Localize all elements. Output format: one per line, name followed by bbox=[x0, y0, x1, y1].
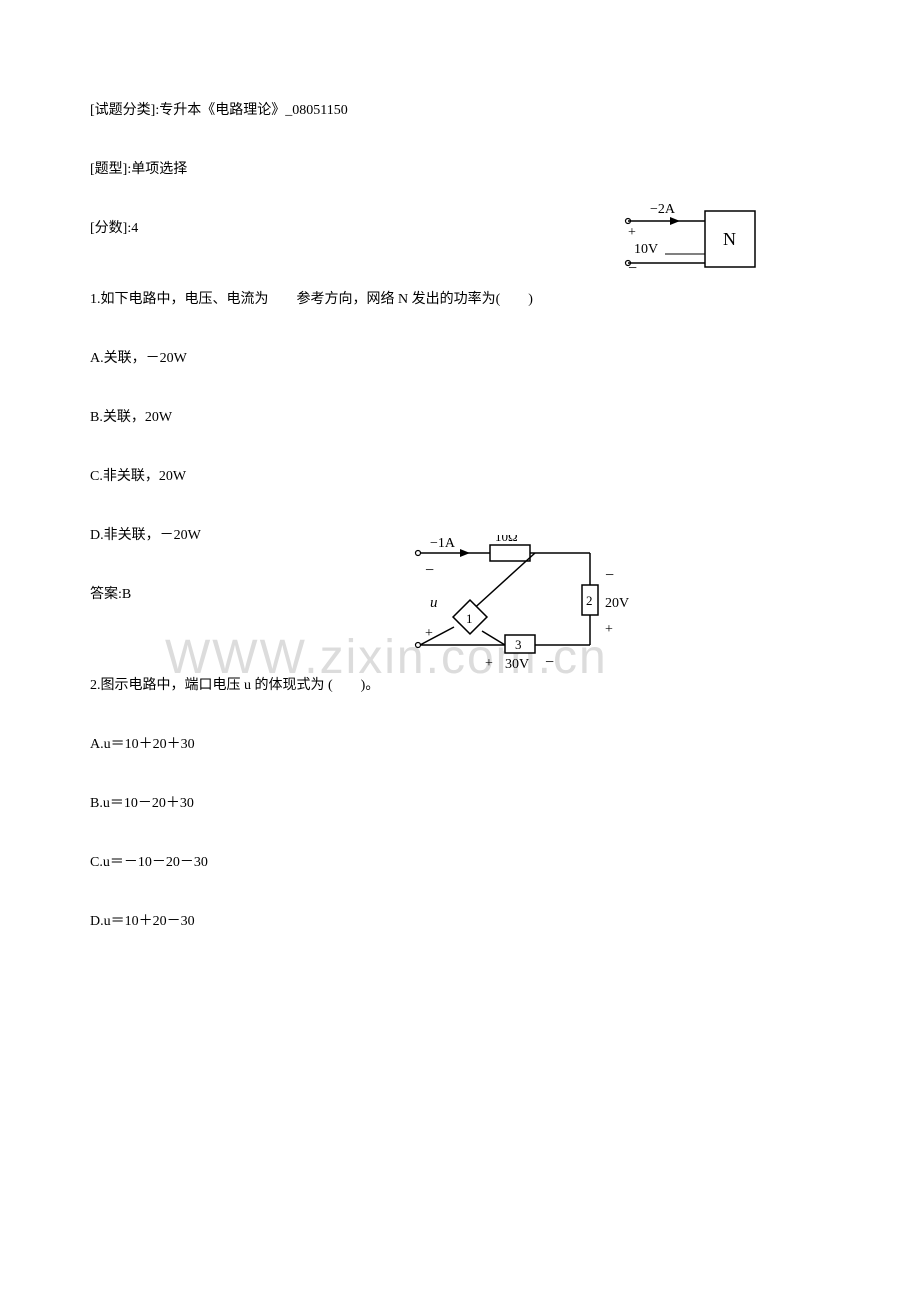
q2-option-c: C.u＝－10－20－30 bbox=[90, 852, 830, 873]
q2-option-d: D.u＝10＋20－30 bbox=[90, 911, 830, 932]
circuit2-box2: 2 bbox=[586, 593, 593, 608]
q2-option-a: A.u＝10＋20＋30 bbox=[90, 734, 830, 755]
circuit2-v20: 20V bbox=[605, 596, 629, 611]
page-content: [试题分类]:专升本《电路理论》_08051150 [题型]:单项选择 [分数]… bbox=[90, 100, 830, 932]
circuit2-current: −1A bbox=[430, 536, 456, 551]
circuit1-voltage: 10V bbox=[634, 242, 658, 257]
q1-stem: 1.如下电路中，电压、电流为 参考方向，网络 N 发出的功率为( ) bbox=[90, 289, 830, 310]
q1-option-c: C.非关联，20W bbox=[90, 466, 830, 487]
circuit2-resistor: 10Ω bbox=[495, 535, 518, 544]
circuit1-box-label: N bbox=[723, 229, 736, 249]
circuit2-u: u bbox=[430, 595, 438, 611]
circuit2-plus-r: + bbox=[605, 622, 613, 637]
circuit2-minus-r: − bbox=[605, 567, 614, 584]
classification-line: [试题分类]:专升本《电路理论》_08051150 bbox=[90, 100, 830, 121]
question-2: −1A 10Ω 2 − 20V + − u + bbox=[90, 675, 830, 932]
circuit2-box1: 1 bbox=[466, 611, 473, 626]
q2-option-b: B.u＝10－20＋30 bbox=[90, 793, 830, 814]
circuit2-minus-b: − bbox=[545, 654, 554, 671]
circuit2-plus-b: + bbox=[485, 656, 493, 671]
circuit2-box3: 3 bbox=[515, 637, 522, 652]
circuit1-plus: + bbox=[628, 225, 636, 240]
circuit1-current: −2A bbox=[650, 202, 676, 217]
circuit-1-svg: −2A + 10V − N bbox=[620, 199, 770, 279]
q1-option-a: A.关联，－20W bbox=[90, 348, 830, 369]
question-type-line: [题型]:单项选择 bbox=[90, 159, 830, 180]
circuit2-minus-l: − bbox=[425, 562, 434, 579]
circuit2-v30: 30V bbox=[505, 657, 529, 672]
q1-option-b: B.关联，20W bbox=[90, 407, 830, 428]
circuit-2-svg: −1A 10Ω 2 − 20V + − u + bbox=[410, 535, 650, 685]
